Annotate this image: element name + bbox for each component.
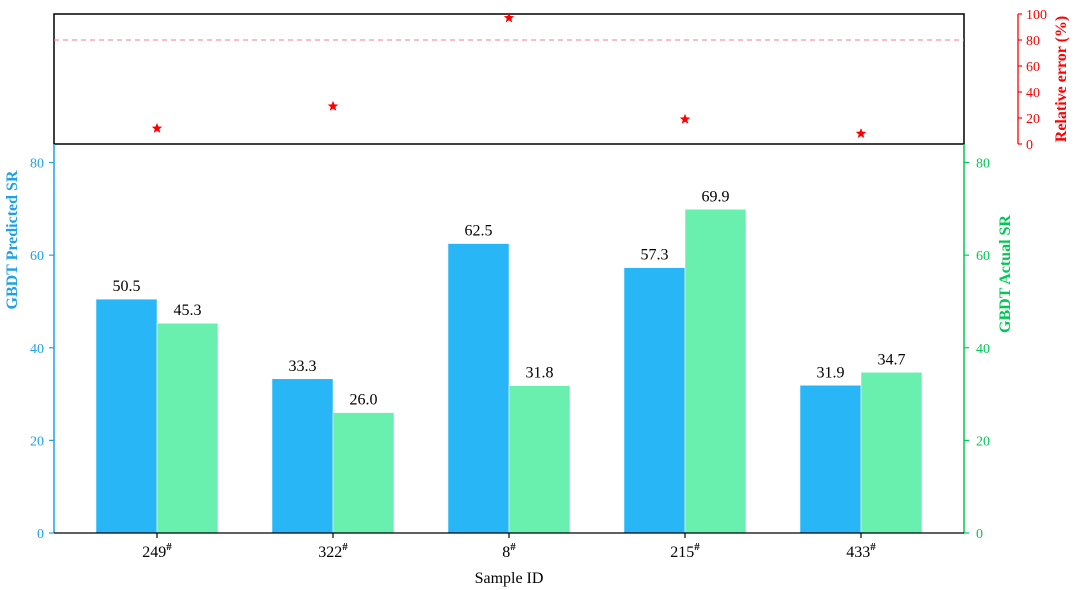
- right-tick-label: 0: [976, 527, 983, 542]
- left-tick-label: 20: [30, 434, 44, 449]
- error-star-215: [679, 113, 691, 124]
- x-axis-title: Sample ID: [475, 570, 544, 587]
- error-star-249: [151, 122, 163, 133]
- error-star-322: [327, 100, 339, 111]
- value-label-actual-8: 31.8: [526, 365, 554, 382]
- x-tick-label-8: 8#: [502, 541, 516, 561]
- right-axis-title: GBDT Actual SR: [997, 215, 1014, 333]
- x-tick-superscript: #: [694, 541, 700, 553]
- bar-actual-249: [156, 322, 219, 534]
- left-tick-label: 60: [30, 249, 44, 264]
- x-tick-label-322: 322#: [318, 541, 348, 561]
- bar-value-labels: 50.5 33.3 62.5 57.3 31.9 45.3 26.0 31.8 69.9 34.7: [113, 188, 906, 408]
- x-tick-label-249: 249#: [142, 541, 172, 561]
- x-tick-label-215: 215#: [670, 541, 700, 561]
- x-tick-superscript: #: [342, 541, 348, 553]
- left-tick-label: 40: [30, 342, 44, 357]
- bars: [95, 209, 923, 534]
- error-tick-label: 40: [1026, 86, 1040, 101]
- error-tick-label: 60: [1026, 60, 1040, 75]
- value-label-predicted-433: 31.9: [817, 364, 845, 381]
- error-markers: [151, 12, 867, 139]
- error-y-axis: 0 20 40 60 80 100: [1017, 8, 1047, 153]
- bar-predicted-8: [447, 243, 510, 534]
- error-panel-frame: [53, 13, 965, 145]
- error-tick-label: 80: [1026, 34, 1040, 49]
- left-axis-title: GBDT Predicted SR: [4, 170, 21, 309]
- left-tick-label: 0: [37, 527, 44, 542]
- bar-predicted-249: [95, 298, 158, 534]
- error-star-433: [855, 128, 867, 139]
- bar-actual-215: [684, 209, 747, 534]
- value-label-actual-215: 69.9: [702, 188, 730, 205]
- x-tick-superscript: #: [870, 541, 876, 553]
- bar-actual-433: [860, 372, 923, 534]
- left-y-axis: 0 20 40 60 80: [30, 144, 55, 542]
- value-label-predicted-8: 62.5: [465, 223, 493, 240]
- value-label-actual-322: 26.0: [350, 392, 378, 409]
- right-tick-label: 40: [976, 342, 990, 357]
- error-star-8: [503, 12, 515, 23]
- x-tick-label-433: 433#: [846, 541, 876, 561]
- value-label-predicted-215: 57.3: [641, 247, 669, 264]
- x-axis: 249# 322# 8# 215# 433#: [54, 532, 964, 561]
- error-axis-title: Relative error (%): [1053, 16, 1070, 142]
- value-label-actual-249: 45.3: [174, 302, 202, 319]
- right-y-axis: 0 20 40 60 80: [963, 144, 990, 542]
- right-tick-label: 20: [976, 434, 990, 449]
- left-tick-label: 80: [30, 157, 44, 172]
- error-tick-label: 20: [1026, 112, 1040, 127]
- bar-actual-8: [508, 385, 571, 534]
- x-tick-superscript: #: [166, 541, 172, 553]
- bar-predicted-215: [623, 267, 686, 534]
- bar-actual-322: [332, 412, 395, 534]
- right-tick-label: 60: [976, 249, 990, 264]
- bar-predicted-433: [799, 385, 862, 534]
- value-label-predicted-249: 50.5: [113, 278, 141, 295]
- value-label-predicted-322: 33.3: [289, 358, 317, 375]
- error-panel: 0 20 40 60 80 100 Relative error (%): [53, 8, 1070, 153]
- error-tick-label: 0: [1026, 138, 1033, 153]
- bar-predicted-322: [271, 378, 334, 534]
- error-tick-label: 100: [1026, 8, 1047, 23]
- value-label-actual-433: 34.7: [878, 351, 906, 368]
- x-tick-superscript: #: [510, 541, 516, 553]
- bar-panel: 50.5 33.3 62.5 57.3 31.9 45.3 26.0 31.8 69.9 34.7…: [4, 144, 1014, 587]
- right-tick-label: 80: [976, 157, 990, 172]
